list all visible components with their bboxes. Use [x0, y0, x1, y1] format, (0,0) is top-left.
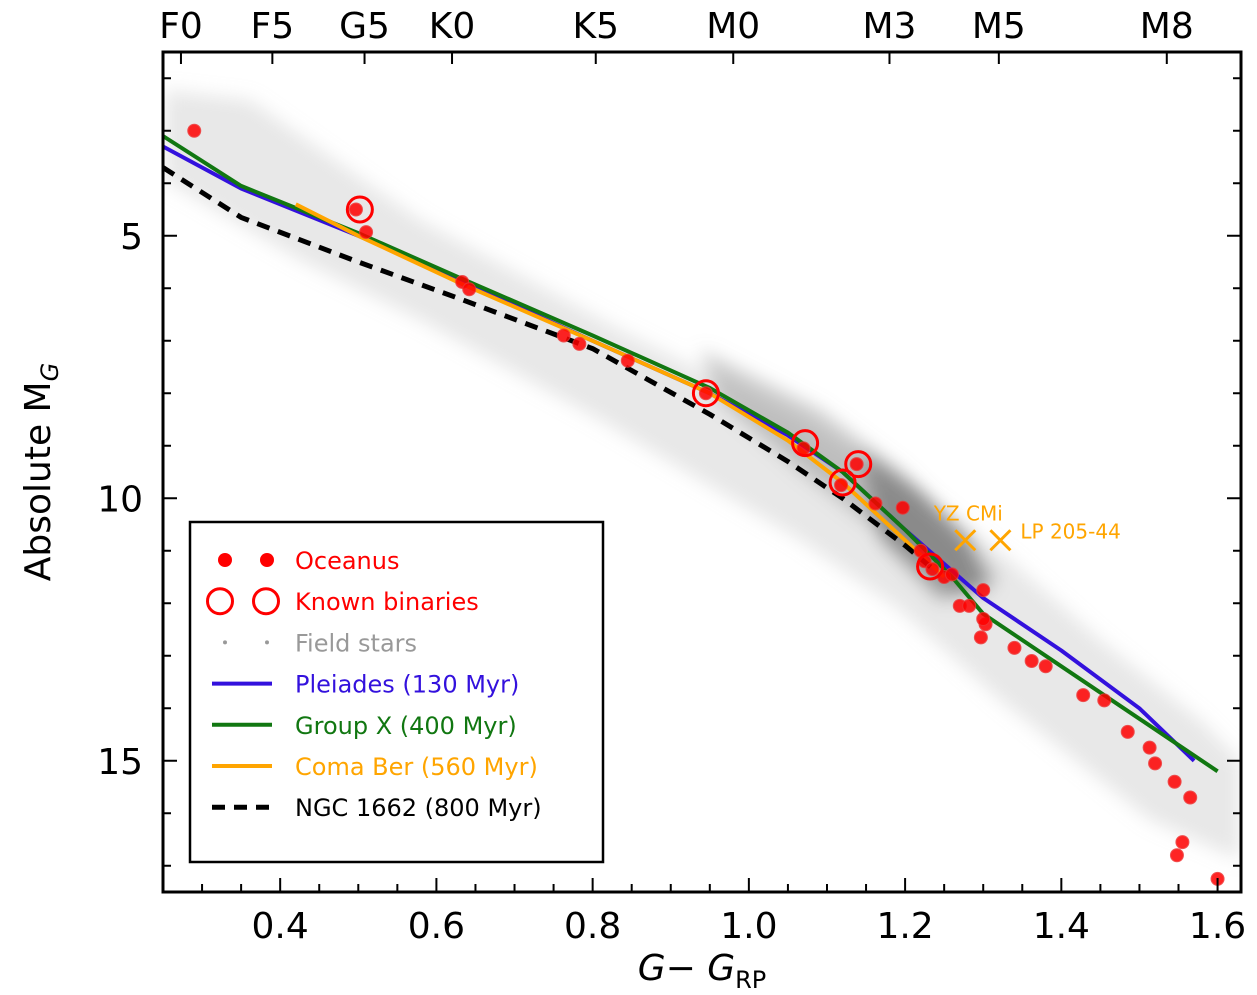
- spectral-type-label: K5: [573, 6, 620, 47]
- known-binary-ring: [691, 379, 720, 408]
- oceanus-point: [1183, 790, 1198, 805]
- x-axis-title: G− GRP: [638, 948, 767, 994]
- oceanus-point: [1167, 774, 1182, 789]
- oceanus-point: [1076, 688, 1091, 703]
- legend: Oceanus Known binaries Field stars Pleiades…: [188, 520, 605, 864]
- oceanus-point: [359, 225, 374, 240]
- annotation-x-marker: [954, 529, 977, 552]
- spectral-type-label: F0: [159, 6, 203, 47]
- x-tick-label: 1.0: [720, 906, 777, 947]
- x-tick-label: 0.6: [408, 906, 465, 947]
- series-ngc-1662-800-myr: [163, 165, 938, 574]
- y-axis-title: Absolute MG: [18, 363, 64, 581]
- known-binary-ring: [345, 195, 374, 224]
- field-stars-cloud: [165, 90, 1240, 860]
- oceanus-point: [1007, 640, 1022, 655]
- spectral-type-label: M0: [706, 6, 760, 47]
- spectral-type-label: G5: [339, 6, 390, 47]
- x-tick-label: 0.8: [564, 906, 621, 947]
- legend-label: Pleiades (130 Myr): [295, 671, 519, 699]
- oceanus-point: [698, 386, 713, 401]
- x-axis-ticks: 0.4 0.6 0.8 1.0 1.2 1.4 1.6: [201, 878, 1246, 947]
- oceanus-point: [556, 328, 571, 343]
- y-tick-label: 5: [120, 217, 143, 258]
- x-tick-label: 1.2: [876, 906, 933, 947]
- x-tick-label: 0.4: [252, 906, 309, 947]
- annotation-label: LP 205-44: [1020, 519, 1120, 543]
- spectral-type-label: M5: [972, 6, 1026, 47]
- oceanus-point: [944, 567, 959, 582]
- oceanus-point: [849, 457, 864, 472]
- oceanus-point: [895, 500, 910, 515]
- annotations: YZ CMi LP 205-44: [933, 501, 1121, 552]
- x-axis-title-subscript: RP: [735, 966, 766, 994]
- known-binary-ring: [844, 450, 873, 479]
- known-binary-ring: [828, 468, 857, 497]
- spectral-type-label: K0: [429, 6, 476, 47]
- oceanus-point: [925, 562, 940, 577]
- oceanus-point: [834, 478, 849, 493]
- y-tick-label: 15: [97, 742, 143, 783]
- spectral-type-label: M3: [862, 6, 916, 47]
- binary-rings: [345, 195, 945, 581]
- oceanus-point: [1142, 740, 1157, 755]
- legend-marker: [218, 553, 232, 567]
- known-binary-ring: [791, 429, 820, 458]
- oceanus-point: [187, 123, 202, 138]
- legend-marker: [265, 640, 269, 645]
- y-axis-ticks: 5 10 15: [97, 77, 1241, 867]
- oceanus-point: [1024, 654, 1039, 668]
- x-tick-label: 1.4: [1033, 906, 1090, 947]
- legend-label: Oceanus: [295, 547, 399, 575]
- legend-label: Coma Ber (560 Myr): [295, 753, 538, 781]
- spectral-type-label: F5: [251, 6, 295, 47]
- oceanus-point: [1120, 724, 1135, 739]
- spectral-type-label: M8: [1140, 6, 1194, 47]
- oceanus-point: [1175, 835, 1190, 850]
- oceanus-point: [1038, 659, 1053, 674]
- known-binary-ring: [916, 552, 945, 581]
- oceanus-point: [620, 353, 635, 368]
- oceanus-point: [1169, 848, 1184, 863]
- y-tick-label: 10: [97, 479, 143, 520]
- legend-marker: [252, 587, 280, 616]
- plot-frame: [161, 50, 1243, 894]
- oceanus-point: [1148, 756, 1163, 771]
- legend-label: Known binaries: [295, 588, 479, 616]
- oceanus-points: [187, 123, 1225, 886]
- oceanus-point: [976, 583, 991, 598]
- oceanus-point: [962, 598, 977, 613]
- oceanus-point: [462, 282, 477, 297]
- legend-label: Field stars: [295, 629, 417, 657]
- y-axis-title-subscript: G: [36, 363, 64, 382]
- spectral-type-ticks: F0 F5 G5 K0 K5 M0 M3 M5 M8: [159, 6, 1194, 64]
- legend-marker: [206, 587, 234, 616]
- oceanus-point: [348, 202, 363, 217]
- oceanus-point: [976, 612, 991, 626]
- x-tick-label: 1.6: [1189, 906, 1246, 947]
- legend-marker: [260, 553, 274, 567]
- oceanus-point: [973, 630, 988, 645]
- legend-label: NGC 1662 (800 Myr): [295, 794, 542, 822]
- oceanus-point: [1097, 693, 1112, 708]
- oceanus-point: [572, 336, 587, 351]
- annotation-x-marker: [989, 529, 1012, 552]
- annotation-label: YZ CMi: [933, 501, 1003, 525]
- legend-marker: [223, 640, 227, 645]
- oceanus-point: [868, 496, 883, 511]
- legend-label: Group X (400 Myr): [295, 712, 517, 740]
